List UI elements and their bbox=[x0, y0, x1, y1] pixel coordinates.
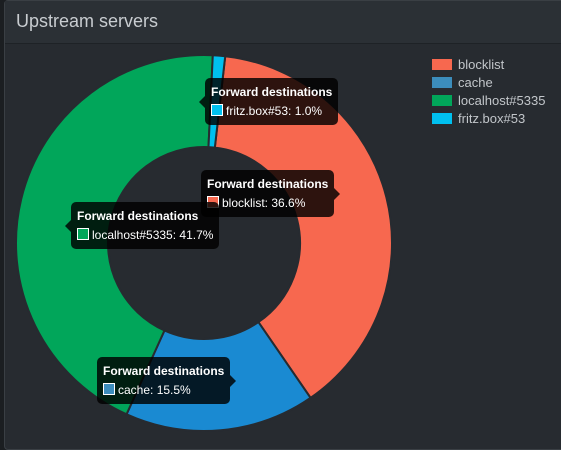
legend-item-cache[interactable]: cache bbox=[432, 74, 545, 92]
tooltip-arrow bbox=[199, 95, 205, 108]
tooltip-value: cache: 15.5% bbox=[118, 383, 191, 397]
legend-swatch-blocklist bbox=[432, 59, 452, 70]
tooltip-title: Forward destinations bbox=[77, 209, 199, 223]
legend-swatch-cache bbox=[432, 77, 452, 88]
legend-item-fritzbox[interactable]: fritz.box#53 bbox=[432, 110, 545, 128]
tooltip-arrow bbox=[334, 187, 341, 200]
legend-item-blocklist[interactable]: blocklist bbox=[432, 56, 545, 74]
tooltip-title: Forward destinations bbox=[207, 177, 329, 191]
chart-legend: blocklist cache localhost#5335 fritz.box… bbox=[432, 56, 545, 128]
legend-label-fritzbox: fritz.box#53 bbox=[458, 111, 526, 126]
tooltip-swatch bbox=[211, 104, 223, 116]
tooltip-swatch bbox=[103, 383, 115, 395]
tooltip-title: Forward destinations bbox=[211, 85, 333, 99]
tooltip-title: Forward destinations bbox=[103, 364, 225, 378]
legend-label-blocklist: blocklist bbox=[458, 57, 505, 72]
tooltip-cache: Forward destinations cache: 15.5% bbox=[97, 357, 237, 404]
tooltip-arrow bbox=[230, 374, 237, 387]
tooltip-value: localhost#5335: 41.7% bbox=[92, 228, 214, 242]
panel-header: Upstream servers bbox=[5, 1, 561, 44]
legend-label-localhost: localhost#5335 bbox=[458, 93, 546, 108]
tooltip-blocklist: Forward destinations blocklist: 36.6% bbox=[201, 170, 341, 217]
tooltip-value: blocklist: 36.6% bbox=[222, 196, 306, 210]
tooltip-swatch bbox=[77, 228, 89, 240]
legend-item-localhost[interactable]: localhost#5335 bbox=[432, 92, 545, 110]
slice-localhost-5335[interactable] bbox=[15, 54, 214, 416]
tooltip-localhost: Forward destinations localhost#5335: 41.… bbox=[65, 202, 220, 249]
legend-swatch-localhost bbox=[432, 95, 452, 106]
legend-label-cache: cache bbox=[458, 75, 493, 90]
panel-title: Upstream servers bbox=[16, 11, 159, 31]
legend-swatch-fritzbox bbox=[432, 113, 452, 124]
tooltip-fritzbox: Forward destinations fritz.box#53: 1.0% bbox=[199, 78, 339, 125]
tooltip-value: fritz.box#53: 1.0% bbox=[226, 104, 323, 118]
tooltip-arrow bbox=[65, 219, 71, 232]
